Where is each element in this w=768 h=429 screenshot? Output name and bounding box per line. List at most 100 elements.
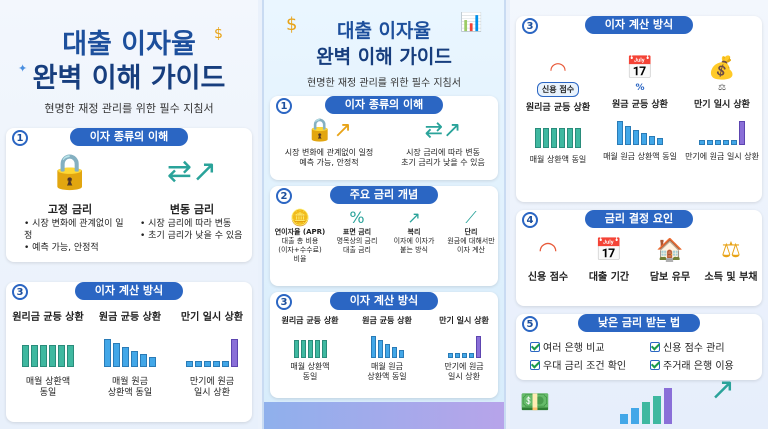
subtitle: 현명한 재정 관리를 위한 필수 지침서 — [44, 102, 214, 115]
bar-chart-bullet — [186, 337, 238, 367]
percent-icon: % — [349, 208, 365, 227]
concept-card: % 표면 금리 명목상의 금리 대출 금리 — [329, 208, 385, 255]
calc-card-equal-principal: 원금 균등 상환 매월 원금 상환액 동일 — [90, 312, 170, 399]
bar-chart-decreasing — [370, 334, 404, 358]
section-title: 낮은 금리 받는 법 — [577, 314, 701, 332]
growth-icon: ↗ — [407, 208, 421, 227]
right-panel: 3 이자 계산 방식 ◠ 신용 점수 원리금 균등 상환 매월 상환액 동일 📅 … — [510, 0, 768, 429]
lock-icon: 🔒↗ — [306, 118, 352, 143]
main-title: 대출 이자율 완벽 이해 가이드 — [264, 18, 504, 70]
variable-rate-card: ⇄↗ 시장 금리에 따라 변동 초기 금리가 낮을 수 있음 — [386, 118, 500, 168]
calc-desc: 매월 원금 상환액 동일 — [107, 377, 153, 398]
section-title: 이자 계산 방식 — [329, 292, 439, 310]
calc-card-equal-payment: 원리금 균등 상환 매월 상환액 동일 — [281, 316, 339, 381]
gauge-icon: ◠ — [538, 238, 558, 263]
house-car-icon: 🏠 — [656, 238, 684, 263]
section-title: 이자 종류의 이해 — [324, 96, 444, 114]
gauge-icon: ◠ — [549, 57, 567, 81]
calc-name: 원리금 균등 상환 — [12, 312, 84, 323]
money-bag-icon: 💰 — [708, 56, 736, 81]
sparkle-icon: ✦ — [18, 62, 28, 75]
bar-chart-decreasing — [104, 337, 156, 367]
money-stack-icon: 💵 — [520, 388, 550, 416]
footer-band — [264, 402, 504, 429]
section-number: 1 — [276, 98, 292, 114]
section-calc-methods: 3 이자 계산 방식 ◠ 신용 점수 원리금 균등 상환 매월 상환액 동일 📅 … — [516, 16, 762, 202]
bar-chart-bullet — [699, 119, 745, 145]
fixed-rate-name: 고정 금리 — [47, 203, 93, 216]
section-number: 5 — [522, 316, 538, 332]
section-calc-methods: 3 이자 계산 방식 원리금 균등 상환 매월 상환액 동일 원금 균등 상환 매… — [6, 282, 252, 422]
coin-icon: $ — [214, 26, 223, 42]
bar-chart-bullet — [447, 334, 481, 358]
section-number: 1 — [12, 130, 28, 146]
factor-card: 📅 대출 기간 — [579, 238, 639, 283]
chart-icon: 📊 — [460, 12, 483, 33]
scale-icon: ⚖ — [717, 83, 727, 93]
section-interest-types: 1 이자 종류의 이해 🔒 고정 금리 • 시장 변화에 관계없이 일정 • 예측… — [6, 128, 252, 262]
scale-icon: ⚖ — [721, 238, 741, 263]
bar-chart-flat — [22, 337, 74, 367]
tip-item: 여러 은행 비교 — [530, 342, 605, 354]
variable-rate-card: ⇄↗ 변동 금리 • 시장 금리에 따라 변동 • 초기 금리가 낮을 수 있음 — [132, 152, 252, 242]
percent-icon: % — [635, 83, 645, 93]
main-title: 대출 이자율 완벽 이해 가이드 — [0, 28, 258, 96]
calendar-icon: 📅 — [595, 238, 623, 263]
lock-icon: 🔒 — [48, 152, 92, 192]
calc-desc: 만기에 원금 일시 상환 — [189, 377, 235, 398]
trend-arrows-icon: ⇄↗ — [424, 118, 462, 143]
section-calc-methods: 3 이자 계산 방식 원리금 균등 상환 매월 상환액 동일 원금 균등 상환 매… — [270, 292, 498, 398]
factor-card: ⚖ 소득 및 부채 — [701, 238, 761, 283]
trend-arrows-icon: ⇄↗ — [166, 154, 218, 189]
fixed-rate-desc: 시장 변화에 관계없이 일정 예측 가능, 안정적 — [284, 148, 374, 167]
middle-panel: $ 📊 대출 이자율 완벽 이해 가이드 현명한 재정 관리를 위한 필수 지침… — [262, 0, 506, 429]
title-line1: 대출 이자율 — [62, 29, 196, 60]
section-low-rate-tips: 5 낮은 금리 받는 법 여러 은행 비교 신용 점수 관리 우대 금리 조건 확… — [516, 314, 762, 380]
fixed-point: • 예측 가능, 안정적 — [24, 243, 99, 253]
checkbox-icon — [530, 360, 540, 370]
calc-card-equal-payment: 원리금 균등 상환 매월 상환액 동일 — [8, 312, 88, 399]
trend-up-icon: ↗ — [710, 372, 736, 407]
title-line2: 완벽 이해 가이드 — [316, 46, 452, 68]
subtitle: 현명한 재정 관리를 위한 필수 지침서 — [307, 78, 461, 89]
checkbox-icon — [650, 342, 660, 352]
title-line1: 대출 이자율 — [336, 20, 431, 42]
calc-name: 만기 일시 상환 — [180, 312, 244, 323]
variable-point: • 시장 금리에 따라 변동 — [140, 219, 232, 229]
tip-item: 신용 점수 관리 — [650, 342, 725, 354]
calc-card-bullet: 💰 ⚖ 만기 일시 상환 만기에 원금 일시 상환 — [682, 56, 762, 162]
fixed-rate-card: 🔒 고정 금리 • 시장 변화에 관계없이 일정 • 예측 가능, 안정적 — [10, 152, 130, 254]
section-number: 3 — [276, 294, 292, 310]
credit-score-badge: 신용 점수 — [536, 82, 580, 97]
deco-rising-bars — [620, 384, 672, 424]
section-title: 금리 결정 요인 — [584, 210, 694, 228]
tip-item: 우대 금리 조건 확인 — [530, 360, 626, 372]
section-interest-types: 1 이자 종류의 이해 🔒↗ 시장 변화에 관계없이 일정 예측 가능, 안정적 … — [270, 96, 498, 180]
concept-card: 🪙 연이자율 (APR) 대출 총 비용 (이자+수수료) 비율 — [272, 208, 328, 264]
bar-chart-flat — [293, 334, 327, 358]
tip-item: 주거래 은행 이용 — [650, 360, 734, 372]
factor-card: ◠ 신용 점수 — [518, 238, 578, 283]
section-number: 3 — [12, 284, 28, 300]
section-title: 이자 계산 방식 — [584, 16, 694, 34]
checkbox-icon — [530, 342, 540, 352]
section-number: 3 — [522, 18, 538, 34]
calendar-icon: 📅 — [626, 56, 654, 81]
section-number: 4 — [522, 212, 538, 228]
calc-desc: 매월 상환액 동일 — [25, 377, 71, 398]
coin-icon: $ — [286, 14, 298, 35]
calc-card-equal-payment: ◠ 신용 점수 원리금 균등 상환 매월 상환액 동일 — [518, 56, 598, 165]
concept-card: ↗ 복리 이자에 이자가 붙는 방식 — [386, 208, 442, 255]
line-chart-icon: ⟋ — [465, 208, 477, 227]
fixed-point: • 시장 변화에 관계없이 일정 — [24, 219, 124, 241]
concept-card: ⟋ 단리 원금에 대해서만 이자 계산 — [443, 208, 499, 255]
variable-rate-desc: 시장 금리에 따라 변동 초기 금리가 낮을 수 있음 — [401, 148, 485, 167]
section-number: 2 — [276, 188, 292, 204]
bar-chart-flat — [535, 122, 581, 148]
calc-name: 원금 균등 상환 — [98, 312, 162, 323]
title-line2: 완벽 이해 가이드 — [32, 63, 226, 94]
coins-icon: 🪙 — [290, 208, 310, 227]
section-title: 이자 종류의 이해 — [69, 128, 189, 146]
section-rate-concepts: 2 주요 금리 개념 🪙 연이자율 (APR) 대출 총 비용 (이자+수수료) … — [270, 186, 498, 286]
variable-point: • 초기 금리가 낮을 수 있음 — [140, 231, 243, 241]
